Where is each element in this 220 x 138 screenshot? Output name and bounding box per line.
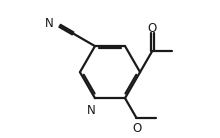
Text: N: N — [45, 17, 54, 30]
Text: O: O — [147, 22, 157, 35]
Text: N: N — [87, 104, 96, 117]
Text: O: O — [132, 122, 141, 135]
